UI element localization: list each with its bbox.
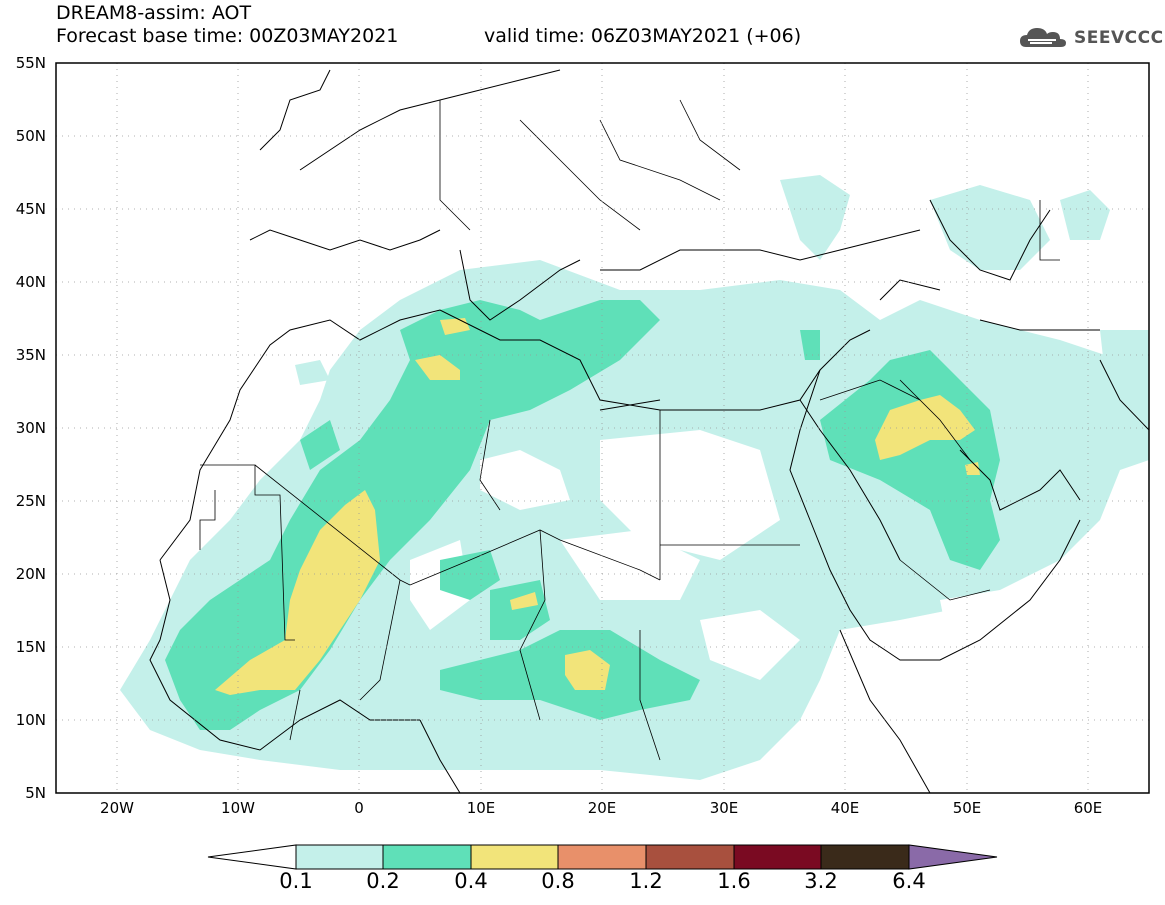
lat-label: 45N	[15, 200, 46, 218]
colorbar-label: 0.4	[454, 869, 488, 893]
colorbar-swatch-3.2	[820, 844, 910, 870]
seevccc-logo: SEEVCCC	[1018, 25, 1164, 51]
colorbar	[207, 844, 998, 870]
lat-label: 15N	[15, 638, 46, 656]
colorbar-swatch-0.2	[382, 844, 472, 870]
map-title: DREAM8-assim: AOT	[56, 2, 252, 24]
colorbar-label: 6.4	[892, 869, 926, 893]
aot-level-0.4	[215, 318, 980, 695]
lat-label: 25N	[15, 492, 46, 510]
lon-label: 40E	[830, 799, 860, 817]
colorbar-label: 1.2	[629, 869, 663, 893]
lon-label: 20E	[587, 799, 617, 817]
cloud-icon	[1020, 28, 1066, 47]
map-frame	[55, 62, 1150, 794]
lat-label: 30N	[15, 419, 46, 437]
lon-label: 10W	[221, 799, 255, 817]
colorbar-swatch-0.4	[470, 844, 559, 870]
lat-label: 35N	[15, 346, 46, 364]
coastlines	[149, 69, 1149, 793]
colorbar-swatch-1.2	[645, 844, 735, 870]
colorbar-under-arrow	[207, 844, 297, 870]
graticule	[56, 63, 1149, 793]
colorbar-swatch-0.1	[295, 844, 384, 870]
lon-label: 50E	[952, 799, 982, 817]
colorbar-over-arrow	[908, 844, 998, 870]
lon-label: 30E	[709, 799, 739, 817]
lon-label: 10E	[466, 799, 496, 817]
valid-time: valid time: 06Z03MAY2021 (+06)	[484, 25, 802, 47]
lat-label: 5N	[25, 784, 46, 802]
logo-text: SEEVCCC	[1074, 28, 1164, 48]
colorbar-label: 0.2	[366, 869, 400, 893]
forecast-base-time: Forecast base time: 00Z03MAY2021	[56, 25, 399, 47]
lon-label: 20W	[100, 799, 134, 817]
lat-label: 10N	[15, 711, 46, 729]
colorbar-label: 0.8	[541, 869, 575, 893]
colorbar-swatch-1.6	[733, 844, 822, 870]
aot-clear-areas	[410, 430, 1040, 680]
country-borders	[199, 99, 1060, 761]
colorbar-swatch-0.8	[557, 844, 647, 870]
lat-label: 55N	[15, 54, 46, 72]
lat-label: 40N	[15, 273, 46, 291]
lon-label: 60E	[1073, 799, 1103, 817]
aot-field	[120, 175, 1149, 780]
colorbar-label: 0.1	[279, 869, 313, 893]
colorbar-label: 3.2	[804, 869, 838, 893]
lon-label: 0	[354, 799, 364, 817]
lat-label: 50N	[15, 127, 46, 145]
colorbar-label: 1.6	[717, 869, 751, 893]
lat-label: 20N	[15, 565, 46, 583]
